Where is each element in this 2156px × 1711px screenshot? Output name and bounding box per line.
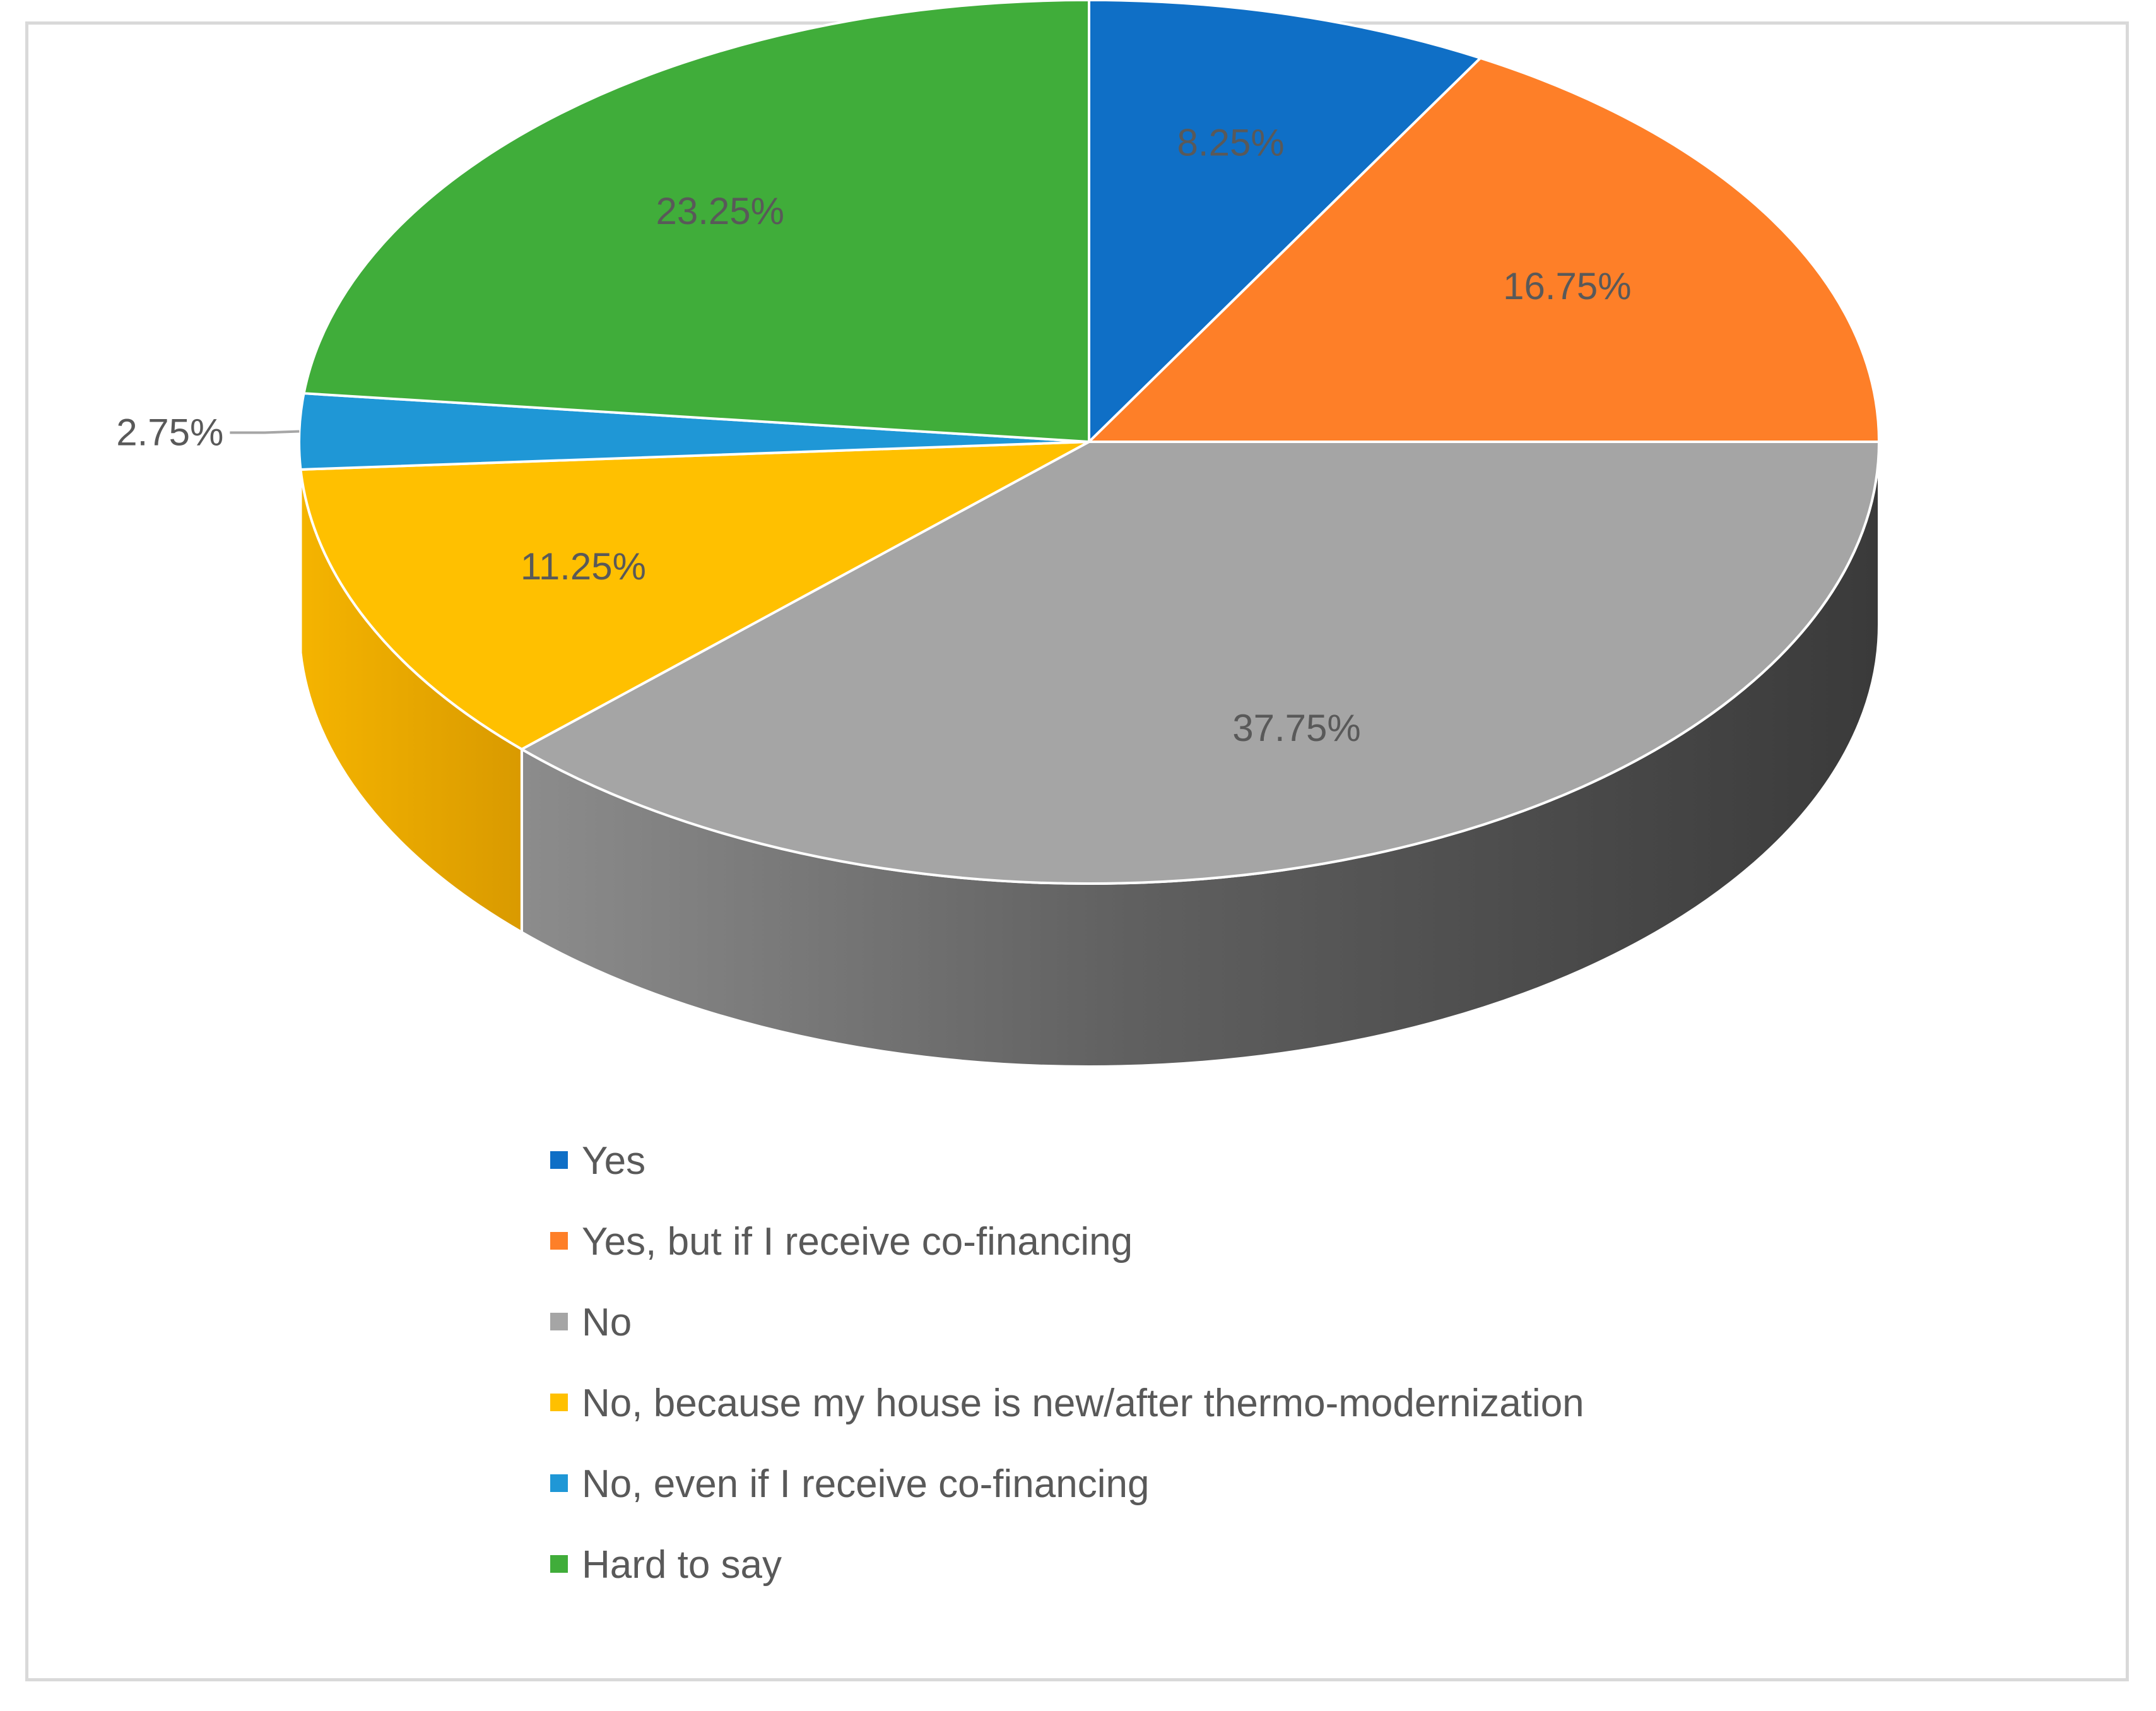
legend-swatch-no-because-my-house-is-new-after-thermo-modernization [550,1394,568,1411]
pie-top [298,0,1880,885]
legend-swatch-yes [550,1151,568,1169]
pie-labels: 8.25% 16.75% 37.75% 11.25% 2.75% 23.25% [116,121,1631,749]
leader-line-no-even-if-i-receive-co-financing [230,430,300,434]
pie-slice-hard-to-say [302,0,1090,443]
legend-label-no-even-if-i-receive-co-financing: No, even if I receive co-financing [582,1462,1149,1506]
legend-label-yes: Yes [582,1139,645,1183]
data-label-no-because-my-house-is-new-after-thermo-modernization: 11.25% [521,545,646,588]
legend-swatch-yes-but-if-i-receive-co-financing [550,1232,568,1250]
legend-label-no: No [582,1301,632,1344]
data-label-hard-to-say: 23.25% [656,190,785,232]
legend-label-yes-but-if-i-receive-co-financing: Yes, but if I receive co-financing [582,1220,1133,1264]
data-label-no-even-if-i-receive-co-financing: 2.75% [116,411,223,454]
legend-swatch-no [550,1313,568,1330]
legend-label-hard-to-say: Hard to say [582,1543,782,1587]
pie-slice-no-because-my-house-is-new-after-thermo-modernization [299,441,1090,751]
legend: Yes Yes, but if I receive co-financing No N… [550,1139,1584,1587]
data-label-yes-but-if-i-receive-co-financing: 16.75% [1503,265,1632,307]
pie-slice-yes-but-if-i-receive-co-financing [1088,56,1880,443]
data-label-no: 37.75% [1232,707,1361,749]
data-label-yes: 8.25% [1177,121,1285,163]
pie-slice-yes [1088,0,1482,443]
pie-slice-no [520,441,1880,885]
legend-swatch-hard-to-say [550,1555,568,1573]
legend-swatch-no-even-if-i-receive-co-financing [550,1474,568,1492]
legend-label-no-because-my-house-is-new-after-thermo-modernization: No, because my house is new/after thermo… [582,1382,1584,1425]
